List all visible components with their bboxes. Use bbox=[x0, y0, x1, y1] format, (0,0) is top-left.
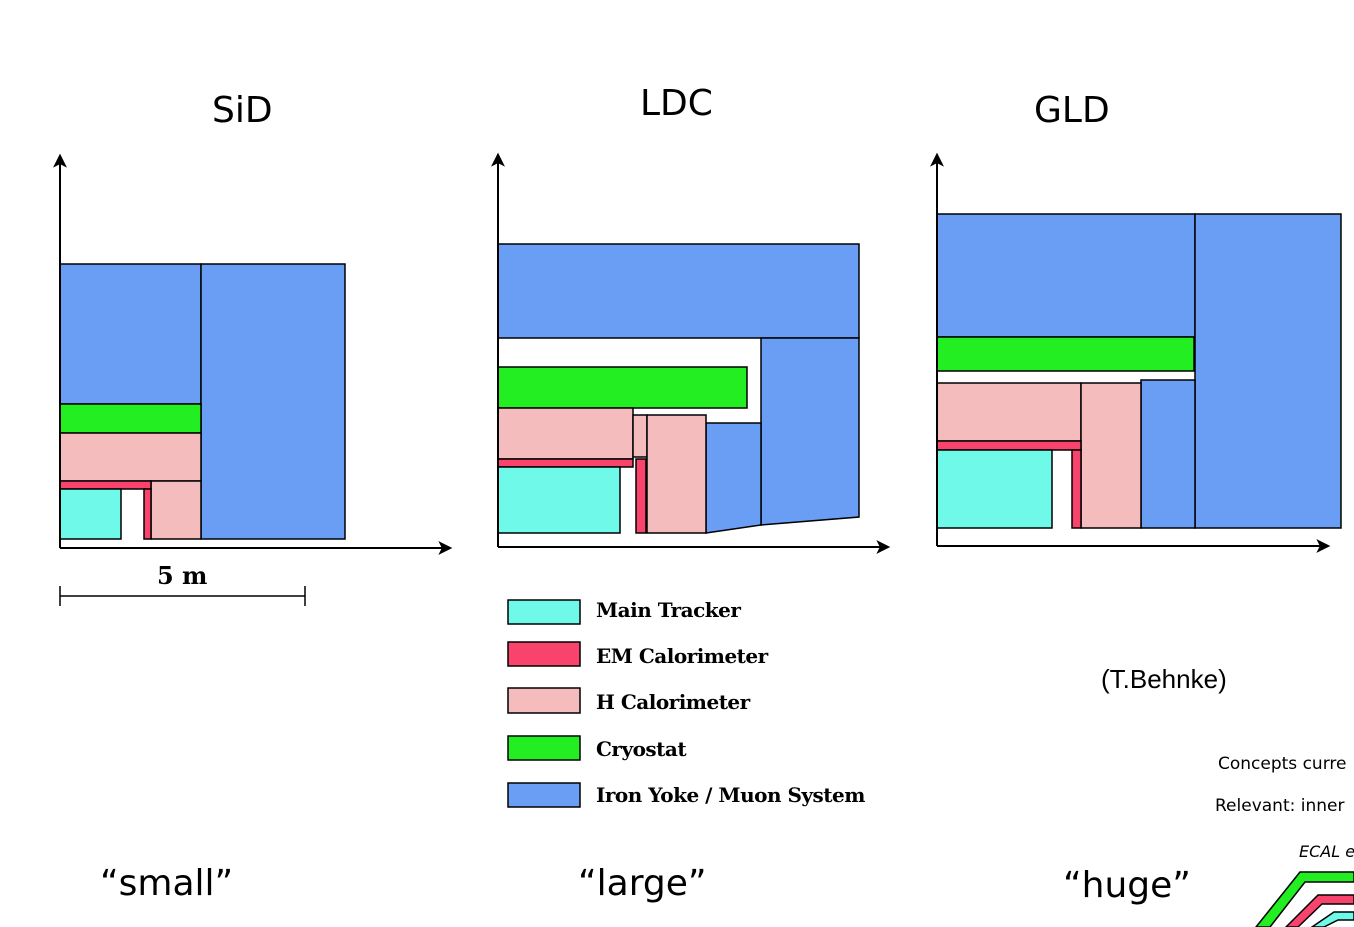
legend-swatch-tracker bbox=[507, 599, 581, 625]
legend: Main Tracker EM Calorimeter H Calorimete… bbox=[507, 598, 866, 808]
gld-panel: GLD “huge” bbox=[930, 90, 1342, 906]
sid-cryostat bbox=[59, 403, 202, 434]
legend-label-hcal: H Calorimeter bbox=[596, 690, 751, 714]
legend-label-cryostat: Cryostat bbox=[596, 737, 687, 761]
ldc-yoke-endcap-inner bbox=[705, 422, 762, 534]
ldc-ecal-endcap bbox=[635, 458, 647, 534]
sid-yoke-barrel bbox=[59, 263, 202, 405]
gld-tracker bbox=[936, 449, 1053, 529]
sid-hcal-barrel bbox=[59, 432, 202, 482]
gld-ecal-barrel bbox=[936, 440, 1082, 451]
ldc-cryostat bbox=[497, 366, 748, 409]
side-note-concepts: Concepts curre bbox=[1218, 754, 1346, 774]
gld-yoke-barrel bbox=[936, 213, 1196, 338]
gld-size-word: “huge” bbox=[1063, 865, 1191, 906]
ldc-title: LDC bbox=[640, 83, 713, 124]
ldc-panel: LDC “large” bbox=[491, 83, 891, 904]
sid-ecal-barrel bbox=[59, 480, 152, 490]
scale-bar: 5 m bbox=[59, 561, 306, 606]
legend-item-cryostat: Cryostat bbox=[507, 735, 688, 761]
legend-swatch-yoke bbox=[507, 782, 581, 808]
gld-ecal-endcap bbox=[1071, 449, 1082, 529]
legend-swatch-hcal bbox=[507, 687, 581, 714]
legend-label-ecal: EM Calorimeter bbox=[596, 644, 769, 668]
side-note-ecal: ECAL e bbox=[1299, 842, 1354, 861]
sid-hcal-endcap bbox=[150, 480, 202, 540]
gld-hcal-barrel bbox=[936, 382, 1082, 442]
ldc-hcal-ring bbox=[632, 414, 648, 458]
ecal-corner-sketch bbox=[1255, 871, 1354, 927]
ldc-yoke-barrel bbox=[497, 243, 860, 339]
ldc-hcal-endcap bbox=[646, 414, 707, 534]
ldc-hcal-barrel bbox=[497, 407, 634, 460]
ldc-tracker bbox=[497, 466, 621, 534]
sid-panel: SiD 5 m “small” bbox=[53, 90, 453, 904]
gld-title: GLD bbox=[1034, 90, 1110, 131]
legend-item-main-tracker: Main Tracker bbox=[507, 598, 742, 625]
scale-label: 5 m bbox=[157, 561, 207, 590]
ldc-yoke-endcap bbox=[760, 337, 860, 526]
sid-tracker bbox=[59, 488, 122, 540]
sid-yoke-endcap bbox=[200, 263, 346, 540]
legend-swatch-ecal bbox=[507, 641, 581, 667]
sid-size-word: “small” bbox=[100, 863, 233, 904]
side-note-relevant: Relevant: inner bbox=[1215, 796, 1344, 816]
legend-item-em-calorimeter: EM Calorimeter bbox=[507, 641, 769, 668]
sid-ecal-endcap bbox=[143, 488, 152, 540]
credit-label: (T.Behnke) bbox=[1101, 664, 1227, 694]
legend-item-h-calorimeter: H Calorimeter bbox=[507, 687, 751, 714]
legend-label-tracker: Main Tracker bbox=[596, 598, 741, 622]
ldc-size-word: “large” bbox=[578, 863, 707, 904]
gld-yoke-endcap-inner bbox=[1140, 379, 1196, 529]
legend-label-yoke: Iron Yoke / Muon System bbox=[596, 783, 865, 807]
gld-hcal-endcap bbox=[1080, 382, 1142, 529]
ldc-ecal-barrel bbox=[497, 458, 634, 468]
gld-yoke-endcap bbox=[1194, 213, 1342, 529]
legend-item-iron-yoke: Iron Yoke / Muon System bbox=[507, 782, 866, 808]
gld-cryostat bbox=[936, 336, 1195, 372]
legend-swatch-cryostat bbox=[507, 735, 581, 761]
sid-title: SiD bbox=[212, 90, 273, 131]
